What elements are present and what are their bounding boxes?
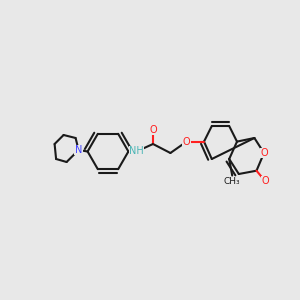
Text: O: O [183,136,190,147]
Text: O: O [262,176,269,187]
Text: O: O [260,148,268,158]
Text: NH: NH [129,146,144,157]
Text: O: O [149,124,157,135]
Text: CH₃: CH₃ [224,177,241,186]
Text: N: N [75,145,82,155]
